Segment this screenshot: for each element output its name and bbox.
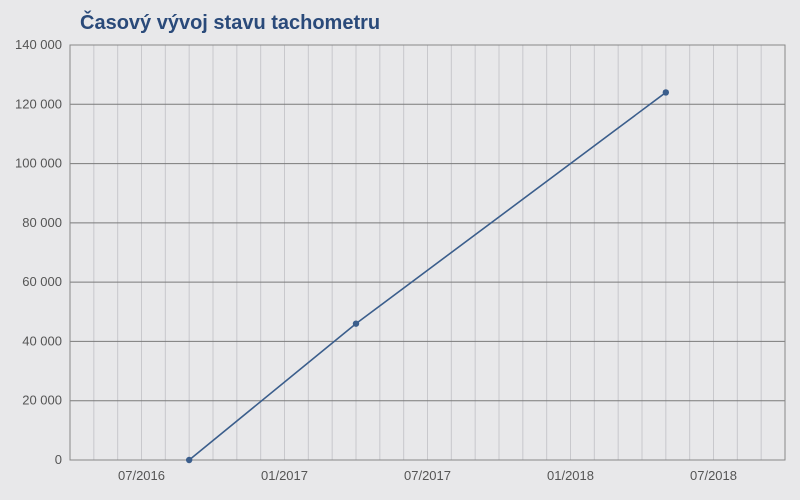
y-tick-label: 80 000 bbox=[22, 215, 62, 230]
x-tick-label: 01/2018 bbox=[547, 468, 594, 483]
x-tick-label: 07/2018 bbox=[690, 468, 737, 483]
chart-container: Časový vývoj stavu tachometru 020 00040 … bbox=[0, 0, 800, 500]
x-tick-label: 01/2017 bbox=[261, 468, 308, 483]
y-tick-label: 40 000 bbox=[22, 333, 62, 348]
odometer-line-chart: 0 20 000 40 000 60 000 80 000 100 000 120 000 1… bbox=[0, 0, 800, 500]
y-tick-label: 0 bbox=[55, 452, 62, 467]
y-tick-label: 120 000 bbox=[15, 96, 62, 111]
y-tick-label: 140 000 bbox=[15, 37, 62, 52]
series-marker bbox=[663, 89, 669, 95]
series-marker bbox=[353, 320, 359, 326]
x-tick-label: 07/2016 bbox=[118, 468, 165, 483]
y-tick-label: 100 000 bbox=[15, 156, 62, 171]
x-tick-label: 07/2017 bbox=[404, 468, 451, 483]
series-marker bbox=[186, 457, 192, 463]
y-tick-label: 20 000 bbox=[22, 393, 62, 408]
y-tick-label: 60 000 bbox=[22, 274, 62, 289]
